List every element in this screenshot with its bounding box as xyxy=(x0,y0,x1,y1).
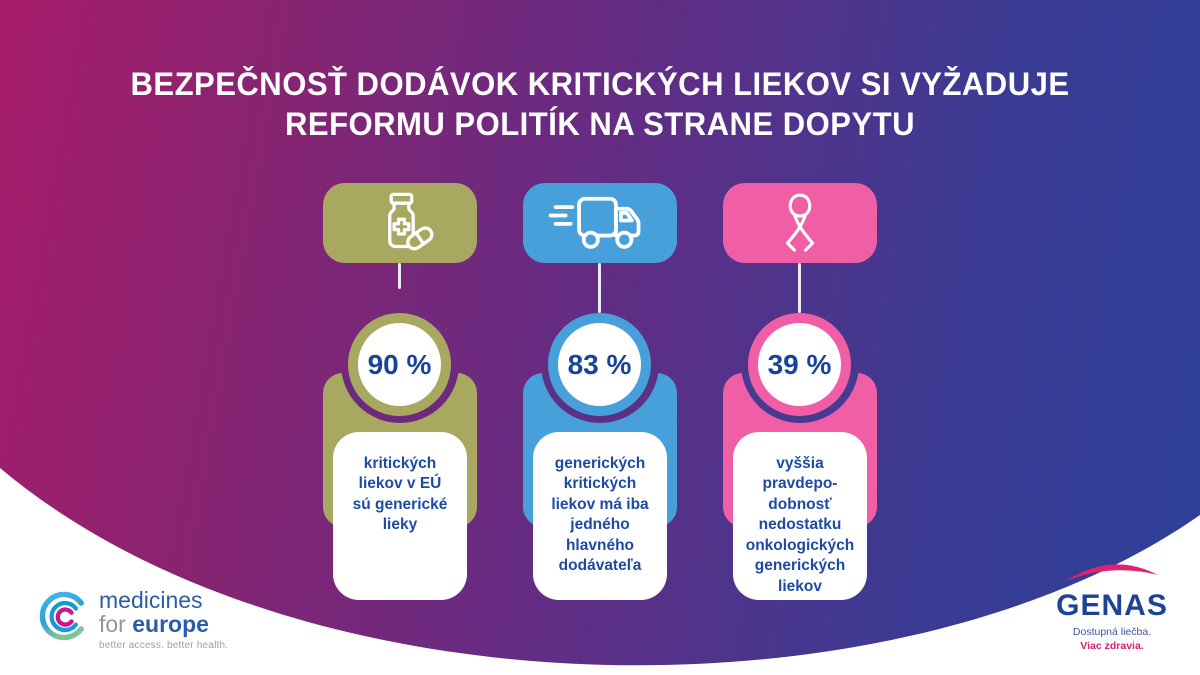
stat-description: kritických liekov v EÚ sú generické liek… xyxy=(352,455,448,534)
page-title-line1: BEZPEČNOSŤ DODÁVOK KRITICKÝCH LIEKOV SI … xyxy=(130,66,1070,102)
genas-tagline-1: Dostupná liečba. xyxy=(1072,626,1152,638)
stat-column-oncology-shortage: 39 % vyššia pravdepo- dobnosť nedostatku… xyxy=(700,183,900,603)
stat-value: 90 % xyxy=(367,348,432,380)
delivery-truck-icon xyxy=(548,196,641,249)
medicines-for-europe-logo-mark xyxy=(39,591,84,641)
genas-wordmark: GENAS xyxy=(1056,589,1168,622)
stat-card: kritických liekov v EÚ sú generické liek… xyxy=(333,432,467,600)
stat-value: 39 % xyxy=(767,348,832,380)
stat-column-generic-medicines: 90 % kritických liekov v EÚ sú generické… xyxy=(300,183,500,603)
stat-description: vyššia pravdepo- dobnosť nedostatku onko… xyxy=(745,455,855,595)
delivery-truck-icon-box xyxy=(523,183,677,263)
connector-line xyxy=(398,263,401,289)
stat-card: vyššia pravdepo- dobnosť nedostatku onko… xyxy=(733,432,867,600)
genas-tagline-2: Viac zdravia. xyxy=(1080,640,1144,652)
connector-line xyxy=(598,263,601,313)
medicine-bottle-icon-box xyxy=(323,183,477,263)
stat-circle-90: 90 % xyxy=(348,313,451,416)
genas-logo: GENAS Dostupná liečba. Viac zdravia. xyxy=(1052,557,1172,652)
mfe-tagline: better access. better health. xyxy=(99,640,229,651)
stat-value: 83 % xyxy=(567,348,632,380)
page-title-line2: REFORMU POLITÍK NA STRANE DOPYTU xyxy=(284,106,915,142)
medicine-bottle-icon xyxy=(388,192,434,251)
page-title: BEZPEČNOSŤ DODÁVOK KRITICKÝCH LIEKOV SI … xyxy=(18,64,1182,144)
mfe-wordmark-for-europe: for europe xyxy=(99,611,209,637)
mfe-wordmark-medicines: medicines xyxy=(99,587,203,613)
stat-circle-39: 39 % xyxy=(748,313,851,416)
connector-line xyxy=(798,263,801,313)
medicines-for-europe-logo: medicines for europe better access. bett… xyxy=(38,588,228,651)
awareness-ribbon-icon-box xyxy=(723,183,877,263)
stat-circle-83: 83 % xyxy=(548,313,651,416)
stat-column-single-supplier: 83 % generických kritických liekov má ib… xyxy=(500,183,700,603)
stat-description: generických kritických liekov má iba jed… xyxy=(551,455,649,575)
stat-card: generických kritických liekov má iba jed… xyxy=(533,432,667,600)
awareness-ribbon-icon xyxy=(785,193,815,252)
genas-swoosh-icon xyxy=(1066,564,1158,581)
